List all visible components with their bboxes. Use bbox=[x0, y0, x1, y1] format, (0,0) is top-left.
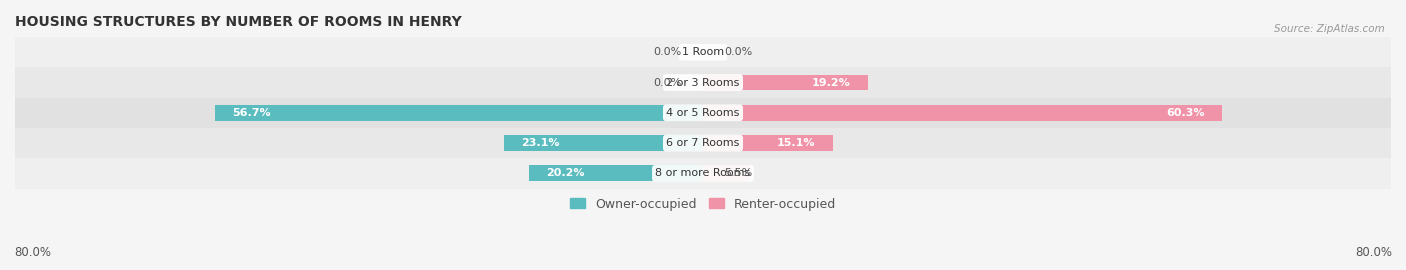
Bar bbox=[15, 98, 1391, 128]
Bar bbox=[703, 75, 868, 90]
Bar bbox=[15, 37, 1391, 68]
Text: 0.0%: 0.0% bbox=[654, 77, 682, 87]
Text: 60.3%: 60.3% bbox=[1166, 108, 1205, 118]
Text: 0.0%: 0.0% bbox=[654, 47, 682, 57]
Bar bbox=[15, 128, 1391, 158]
Bar bbox=[15, 158, 1391, 188]
Bar bbox=[505, 135, 703, 151]
Text: 2 or 3 Rooms: 2 or 3 Rooms bbox=[666, 77, 740, 87]
Text: HOUSING STRUCTURES BY NUMBER OF ROOMS IN HENRY: HOUSING STRUCTURES BY NUMBER OF ROOMS IN… bbox=[15, 15, 461, 29]
Text: 8 or more Rooms: 8 or more Rooms bbox=[655, 168, 751, 178]
Bar bbox=[703, 105, 1222, 121]
Text: 4 or 5 Rooms: 4 or 5 Rooms bbox=[666, 108, 740, 118]
Text: 6 or 7 Rooms: 6 or 7 Rooms bbox=[666, 138, 740, 148]
Bar bbox=[703, 166, 751, 181]
Text: 15.1%: 15.1% bbox=[778, 138, 815, 148]
Text: 80.0%: 80.0% bbox=[14, 246, 51, 259]
Bar bbox=[15, 68, 1391, 98]
Text: 19.2%: 19.2% bbox=[813, 77, 851, 87]
Legend: Owner-occupied, Renter-occupied: Owner-occupied, Renter-occupied bbox=[565, 193, 841, 215]
Text: 80.0%: 80.0% bbox=[1355, 246, 1392, 259]
Bar bbox=[529, 166, 703, 181]
Text: 5.5%: 5.5% bbox=[724, 168, 752, 178]
Text: 1 Room: 1 Room bbox=[682, 47, 724, 57]
Text: 23.1%: 23.1% bbox=[522, 138, 560, 148]
Bar bbox=[215, 105, 703, 121]
Text: 0.0%: 0.0% bbox=[724, 47, 752, 57]
Bar bbox=[703, 135, 832, 151]
Text: 20.2%: 20.2% bbox=[547, 168, 585, 178]
Text: 56.7%: 56.7% bbox=[232, 108, 271, 118]
Text: Source: ZipAtlas.com: Source: ZipAtlas.com bbox=[1274, 24, 1385, 34]
